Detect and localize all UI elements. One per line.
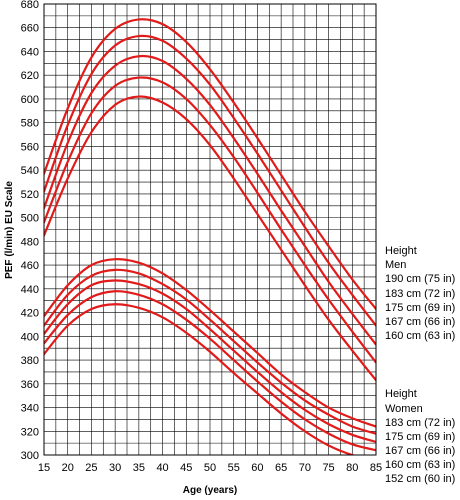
legend-women-item: 152 cm (60 in) [385,473,455,485]
y-tick-label: 420 [21,308,39,320]
x-tick-label: 40 [156,462,168,474]
legend-women-item: 175 cm (69 in) [385,431,455,443]
men-series-line [44,18,376,311]
x-tick-label: 25 [85,462,97,474]
y-tick-label: 580 [21,118,39,130]
legend-men-heading: Height [385,245,417,257]
y-tick-label: 500 [21,213,39,225]
y-tick-label: 600 [21,94,39,106]
x-tick-label: 65 [275,462,287,474]
legend-women: Height Women 183 cm (72 in) 175 cm (69 i… [385,388,455,485]
y-tick-label: 540 [21,165,39,177]
legend-women-item: 160 cm (63 in) [385,459,455,471]
y-tick-label: 640 [21,46,39,58]
y-tick-label: 620 [21,70,39,82]
women-series-line [44,268,376,435]
y-tick-label: 380 [21,355,39,367]
women-series-line [44,258,376,428]
legend-men-item: 167 cm (66 in) [385,316,455,328]
x-tick-label: 80 [346,462,358,474]
y-tick-label: 660 [21,23,39,35]
y-tick-label: 480 [21,236,39,248]
x-axis-ticks: 15 20 25 30 35 40 45 50 55 60 65 70 75 80 85 [38,462,382,474]
x-tick-label: 45 [180,462,192,474]
x-tick-label: 75 [322,462,334,474]
y-tick-label: 440 [21,284,39,296]
legend-women-heading: Height [385,388,417,400]
legend-men-item: 190 cm (75 in) [385,273,455,285]
legend-men: Height Men 190 cm (75 in) 183 cm (72 in)… [385,245,455,342]
x-tick-label: 50 [204,462,216,474]
series-lines [44,18,376,455]
y-tick-label: 560 [21,141,39,153]
men-series-line [44,76,376,364]
legend-women-item: 167 cm (66 in) [385,445,455,457]
y-axis-ticks: 300 320 340 360 380 400 420 440 460 480 500 520 540 5… [21,0,39,462]
legend-women-subheading: Women [385,403,423,415]
x-tick-label: 55 [228,462,240,474]
grid [43,3,377,456]
men-series-line [44,54,376,346]
plot-frame [43,3,377,456]
legend-men-subheading: Men [385,259,406,271]
x-tick-label: 20 [62,462,74,474]
y-tick-label: 300 [21,450,39,462]
y-tick-label: 360 [21,379,39,391]
y-tick-label: 520 [21,189,39,201]
legend-men-item: 175 cm (69 in) [385,302,455,314]
y-tick-label: 460 [21,260,39,272]
y-axis-title: PEF (l/min) EU Scale [4,181,15,279]
y-tick-label: 340 [21,403,39,415]
legend-women-item: 183 cm (72 in) [385,417,455,429]
legend-men-item: 160 cm (63 in) [385,330,455,342]
women-series-line [44,303,357,455]
women-series-line [44,290,376,452]
y-tick-label: 320 [21,426,39,438]
x-tick-label: 30 [109,462,121,474]
legend-men-item: 183 cm (72 in) [385,288,455,300]
x-tick-label: 60 [251,462,263,474]
y-tick-label: 400 [21,331,39,343]
x-tick-label: 15 [38,462,50,474]
men-series-line [44,95,376,382]
men-series-line [44,34,376,327]
x-tick-label: 35 [133,462,145,474]
y-tick-label: 680 [21,0,39,11]
women-series-line [44,279,376,444]
x-axis-title: Age (years) [183,485,237,496]
x-tick-label: 85 [370,462,382,474]
x-tick-label: 70 [299,462,311,474]
